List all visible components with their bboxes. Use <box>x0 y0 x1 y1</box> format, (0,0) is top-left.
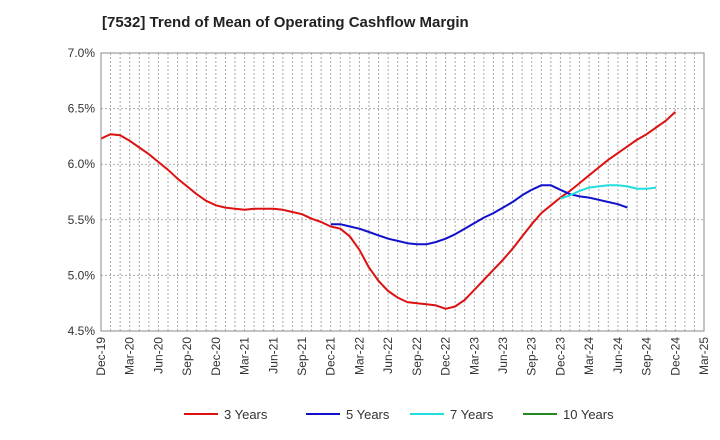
x-tick-label: Sep-22 <box>410 337 424 376</box>
x-tick-label: Dec-20 <box>209 337 223 376</box>
series-line-2 <box>330 184 628 246</box>
legend-label: 7 Years <box>450 407 494 422</box>
x-tick-label: Dec-21 <box>324 337 338 376</box>
x-tick-label: Jun-20 <box>151 337 165 374</box>
x-tick-label: Mar-23 <box>467 337 481 375</box>
legend: 3 Years 5 Years 7 Years 10 Years <box>184 407 614 422</box>
legend-label: 5 Years <box>346 407 390 422</box>
x-tick-label: Mar-20 <box>123 337 137 375</box>
x-tick-label: Mar-22 <box>352 337 366 375</box>
x-tick-label: Dec-22 <box>439 337 453 376</box>
y-tick-label: 5.5% <box>68 213 96 227</box>
series-line-1 <box>100 111 676 310</box>
legend-label: 3 Years <box>224 407 268 422</box>
plot-frame <box>100 52 705 332</box>
series-line-3 <box>560 184 657 200</box>
x-tick-label: Jun-21 <box>266 337 280 374</box>
chart-title: [7532] Trend of Mean of Operating Cashfl… <box>102 14 469 31</box>
x-axis-ticks: Dec-19 Mar-20 Jun-20 Sep-20 Dec-20 Mar-21 Jun-… <box>94 337 711 376</box>
y-tick-label: 6.5% <box>68 102 96 116</box>
x-tick-label: Sep-20 <box>180 337 194 376</box>
y-tick-label: 5.0% <box>68 268 96 282</box>
y-axis-ticks: 4.5% 5.0% 5.5% 6.0% 6.5% 7.0% <box>68 46 96 338</box>
x-tick-label: Dec-19 <box>94 337 108 376</box>
x-tick-label: Sep-24 <box>640 337 654 376</box>
x-tick-label: Jun-22 <box>381 337 395 374</box>
y-tick-label: 4.5% <box>68 324 96 338</box>
x-tick-label: Mar-21 <box>238 337 252 375</box>
x-tick-label: Mar-25 <box>697 337 711 375</box>
x-tick-label: Jun-24 <box>611 337 625 374</box>
grid-lines <box>101 53 704 331</box>
y-tick-label: 6.0% <box>68 157 96 171</box>
x-tick-label: Sep-21 <box>295 337 309 376</box>
x-tick-label: Sep-23 <box>525 337 539 376</box>
x-tick-label: Mar-24 <box>582 337 596 375</box>
x-tick-label: Dec-23 <box>553 337 567 376</box>
legend-label: 10 Years <box>563 407 614 422</box>
x-tick-label: Jun-23 <box>496 337 510 374</box>
series-lines <box>100 111 676 310</box>
x-tick-label: Dec-24 <box>668 337 682 376</box>
y-tick-label: 7.0% <box>68 46 96 60</box>
